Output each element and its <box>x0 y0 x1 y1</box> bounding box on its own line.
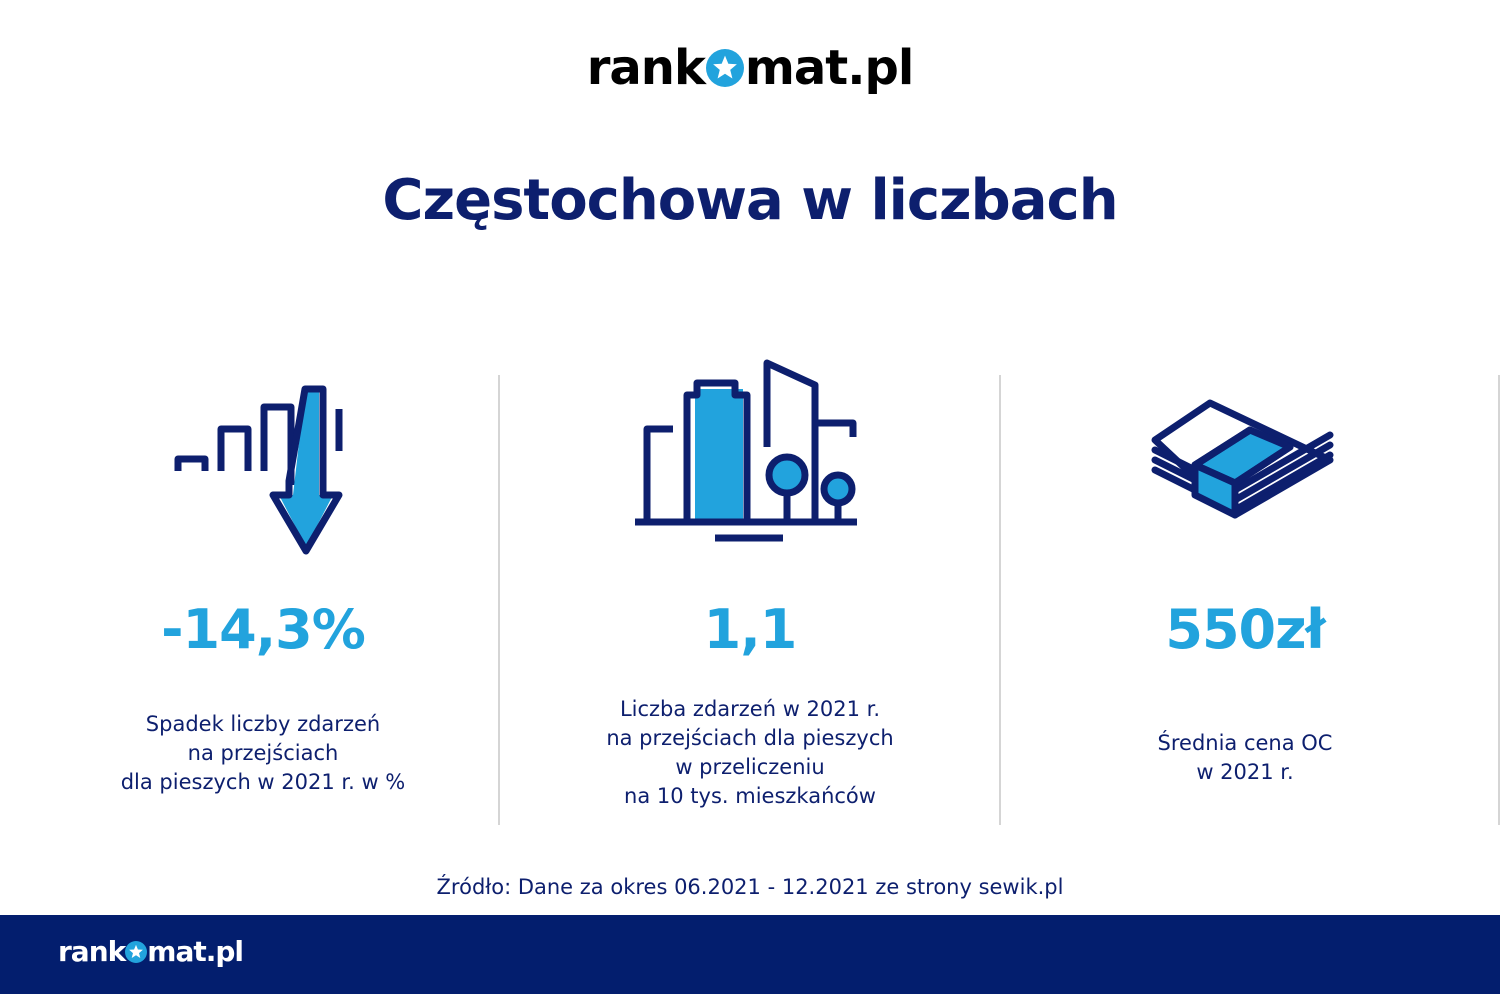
desc-line: w przeliczeniu <box>675 755 825 779</box>
page-title: Częstochowa w liczbach <box>382 168 1118 233</box>
city-buildings-trees-icon <box>500 355 1000 565</box>
stat-description: Liczba zdarzeń w 2021 r. na przejściach … <box>500 695 1000 811</box>
desc-line: w 2021 r. <box>1196 760 1294 784</box>
star-icon <box>125 940 148 963</box>
desc-line: Spadek liczby zdarzeń <box>145 712 381 736</box>
divider <box>999 375 1001 825</box>
footer: rank mat.pl <box>0 915 1500 994</box>
logo-text-left: rank <box>586 40 706 96</box>
stat-card-oc-price: 550zł Średnia cena OC w 2021 r. <box>995 340 1495 830</box>
money-stack-icon <box>995 355 1495 565</box>
desc-line: Liczba zdarzeń w 2021 r. <box>619 697 881 721</box>
stat-description: Średnia cena OC w 2021 r. <box>995 729 1495 787</box>
divider <box>1498 375 1500 825</box>
desc-line: na przejściach <box>187 741 339 765</box>
desc-line: dla pieszych w 2021 r. w % <box>120 770 406 794</box>
desc-line: na przejściach dla pieszych <box>606 726 894 750</box>
desc-line: na 10 tys. mieszkańców <box>624 784 876 808</box>
declining-chart-arrow-icon <box>13 355 513 565</box>
stat-value: 550zł <box>1165 598 1325 661</box>
stat-description: Spadek liczby zdarzeń na przejściach dla… <box>13 710 513 797</box>
logo-text-right: mat.pl <box>147 935 244 968</box>
source-note: Źródło: Dane za okres 06.2021 - 12.2021 … <box>436 875 1064 899</box>
stat-card-accident-rate: 1,1 Liczba zdarzeń w 2021 r. na przejści… <box>500 340 1000 830</box>
stat-value: -14,3% <box>161 598 366 661</box>
logo-text-right: mat.pl <box>744 40 914 96</box>
desc-line: Średnia cena OC <box>1157 731 1333 755</box>
brand-logo: rank mat.pl <box>0 40 1500 96</box>
star-icon <box>705 49 744 87</box>
stat-card-accidents-drop: -14,3% Spadek liczby zdarzeń na przejści… <box>13 340 513 830</box>
footer-logo: rank mat.pl <box>58 935 244 968</box>
stat-value: 1,1 <box>703 598 798 661</box>
divider <box>498 375 500 825</box>
logo-text-left: rank <box>58 935 126 968</box>
